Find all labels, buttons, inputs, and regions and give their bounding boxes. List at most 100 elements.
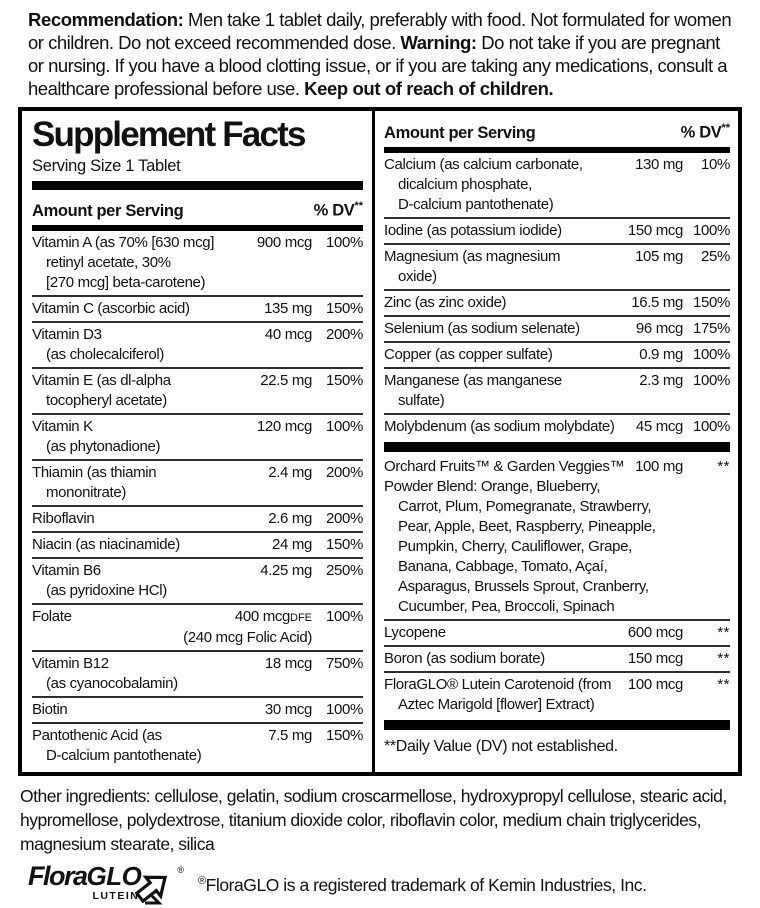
row-selenium: Selenium (as sodium selenate) 96 mcg 175… [384, 314, 730, 341]
percent-dv-header: % DV** [313, 200, 363, 220]
amount-per-serving-header: Amount per Serving [384, 123, 536, 142]
blend-line: Powder Blend: Orange, Blueberry, [384, 477, 601, 495]
facts-left-column: Supplement Facts Serving Size 1 Tablet A… [22, 111, 372, 772]
row-vitamin-k: Vitamin K (as phytonadione) 120 mcg 100% [32, 412, 363, 459]
row-magnesium: Magnesium (as magnesium oxide) 105 mg 25% [384, 242, 730, 289]
nutrient-amount: 2.4 mg [268, 463, 312, 481]
nutrient-amount: 100 mg [635, 457, 683, 475]
nutrient-dv: 150% [326, 726, 363, 744]
nutrient-dv: 100% [326, 233, 363, 251]
left-column-header: Amount per Serving % DV** [32, 192, 363, 223]
nutrient-amount: 22.5 mg [260, 371, 312, 389]
nutrient-name: Vitamin D3 (as cholecalciferol) [32, 325, 165, 363]
nutrient-name: Vitamin K (as phytonadione) [32, 417, 161, 455]
registered-mark: ® [177, 864, 184, 875]
nutrient-name: Magnesium (as magnesium oxide) [384, 247, 561, 285]
nutrient-name: Vitamin E (as dl-alpha tocopheryl acetate… [32, 371, 171, 409]
nutrient-name: Zinc (as zinc oxide) [384, 293, 507, 311]
row-vitamin-b12: Vitamin B12 (as cyanocobalamin) 18 mcg 75… [32, 649, 363, 696]
divider-bar [32, 181, 363, 190]
warning-label: Warning: [400, 32, 477, 53]
row-biotin: Biotin 30 mcg 100% [32, 695, 363, 722]
vitamin-rows: Vitamin A (as 70% [630 mcg] retinyl aceta… [32, 231, 363, 768]
nutrient-amount: 7.5 mg [268, 726, 312, 744]
nutrient-dv: 200% [326, 509, 363, 527]
nutrient-name: Folate [32, 607, 72, 625]
lutein-label: LUTEIN [92, 889, 140, 902]
row-vitamin-a: Vitamin A (as 70% [630 mcg] retinyl aceta… [32, 231, 363, 295]
blend-ingredient-lines: Carrot, Plum, Pomegranate, Strawberry, Pe… [398, 497, 656, 615]
nutrient-amount: 0.9 mg [639, 345, 683, 363]
nutrient-dv: 250% [326, 561, 363, 579]
nutrient-amount: 120 mcg [256, 417, 312, 435]
serving-size: Serving Size 1 Tablet [32, 157, 181, 175]
recommendation-text: Recommendation: Men take 1 tablet daily,… [28, 8, 736, 100]
nutrient-name: FloraGLO® Lutein Carotenoid (from Aztec M… [384, 675, 612, 713]
nutrient-name: Vitamin A (as 70% [630 mcg] retinyl aceta… [32, 233, 215, 291]
recommendation-label: Recommendation: [28, 9, 184, 30]
row-iodine: Iodine (as potassium iodide) 150 mcg 100… [384, 216, 730, 243]
row-vitamin-c: Vitamin C (ascorbic acid) 135 mg 150% [32, 294, 363, 321]
nutrient-name: Molybdenum (as sodium molybdate) [384, 417, 615, 435]
row-copper: Copper (as copper sulfate) 0.9 mg 100% [384, 340, 730, 367]
row-vitamin-e: Vitamin E (as dl-alpha tocopheryl acetate… [32, 366, 363, 413]
dfe-unit: DFE [290, 611, 312, 624]
row-zinc: Zinc (as zinc oxide) 16.5 mg 150% [384, 288, 730, 315]
nutrient-dv: 150% [326, 299, 363, 317]
keep-out-of-reach-label: Keep out of reach of children. [304, 78, 554, 99]
nutrient-name: Biotin [32, 700, 68, 718]
nutrient-dv: 100% [326, 607, 363, 625]
nutrient-dv: 150% [326, 371, 363, 389]
nutrient-amount: 30 mcg [264, 700, 312, 718]
divider-bar [384, 719, 730, 730]
recommendation-body-1: Men take 1 tablet daily, preferably with… [28, 9, 732, 53]
nutrient-dv: 150% [326, 535, 363, 553]
nutrient-name: Riboflavin [32, 509, 95, 527]
percent-dv-header: % DV** [680, 122, 730, 142]
row-vitamin-d3: Vitamin D3 (as cholecalciferol) 40 mcg 20… [32, 320, 363, 367]
nutrient-amount: 135 mg [264, 299, 312, 317]
dv-footnote: **Daily Value (DV) not established. [384, 737, 618, 755]
row-riboflavin: Riboflavin 2.6 mg 200% [32, 504, 363, 531]
nutrient-amount: 150 mcg [627, 221, 683, 239]
nutrient-amount: 105 mg [635, 247, 683, 265]
nutrient-name: Iodine (as potassium iodide) [384, 221, 562, 239]
row-molybdenum: Molybdenum (as sodium molybdate) 45 mcg … [384, 412, 730, 439]
nutrient-dv: ** [717, 623, 730, 641]
nutrient-dv: ** [717, 457, 730, 475]
nutrient-dv: ** [717, 675, 730, 693]
panel-title: Supplement Facts [32, 115, 306, 154]
row-boron: Boron (as sodium borate) 150 mcg ** [384, 644, 730, 671]
mineral-rows: Calcium (as calcium carbonate, dicalcium … [384, 153, 730, 439]
nutrient-name: Boron (as sodium borate) [384, 649, 545, 667]
nutrient-name: Vitamin C (ascorbic acid) [32, 299, 190, 317]
nutrient-amount: 4.25 mg [260, 561, 312, 579]
botanical-rows: Orchard Fruits™ & Garden Veggies™ 100 mg… [384, 455, 730, 717]
nutrient-name: Thiamin (as thiamin mononitrate) [32, 463, 157, 501]
nutrient-amount: 900 mcg [256, 233, 312, 251]
nutrient-amount: 96 mcg [635, 319, 683, 337]
nutrient-amount: 18 mcg [264, 654, 312, 672]
divider-bar [384, 441, 730, 452]
folate-subline: (240 mcg Folic Acid) [183, 628, 312, 646]
nutrient-dv: 175% [693, 319, 730, 337]
supplement-facts-panel: Supplement Facts Serving Size 1 Tablet A… [18, 107, 742, 776]
nutrient-name: Pantothenic Acid (as D-calcium pantothena… [32, 726, 202, 764]
floraglo-arrow-icon [134, 875, 168, 904]
blend-title: Orchard Fruits™ & Garden Veggies™ [384, 457, 625, 475]
floraglo-logotype: FloraGLO LUTEIN [28, 860, 142, 902]
nutrient-dv: 200% [326, 325, 363, 343]
row-folate: Folate 400 mcgDFE 100% (240 mcg Folic Ac… [32, 602, 363, 650]
nutrient-name: Manganese (as manganese sulfate) [384, 371, 562, 409]
nutrient-name: Copper (as copper sulfate) [384, 345, 553, 363]
nutrient-amount: 40 mcg [264, 325, 312, 343]
nutrient-amount: 2.3 mg [639, 371, 683, 389]
nutrient-name: Selenium (as sodium selenate) [384, 319, 580, 337]
row-floraglo-lutein: FloraGLO® Lutein Carotenoid (from Aztec M… [384, 670, 730, 717]
nutrient-dv: 100% [693, 345, 730, 363]
row-niacin: Niacin (as niacinamide) 24 mg 150% [32, 530, 363, 557]
nutrient-dv: 100% [326, 700, 363, 718]
floraglo-logo: FloraGLO LUTEIN ® [28, 860, 184, 907]
nutrient-name: Calcium (as calcium carbonate, dicalcium … [384, 155, 583, 213]
